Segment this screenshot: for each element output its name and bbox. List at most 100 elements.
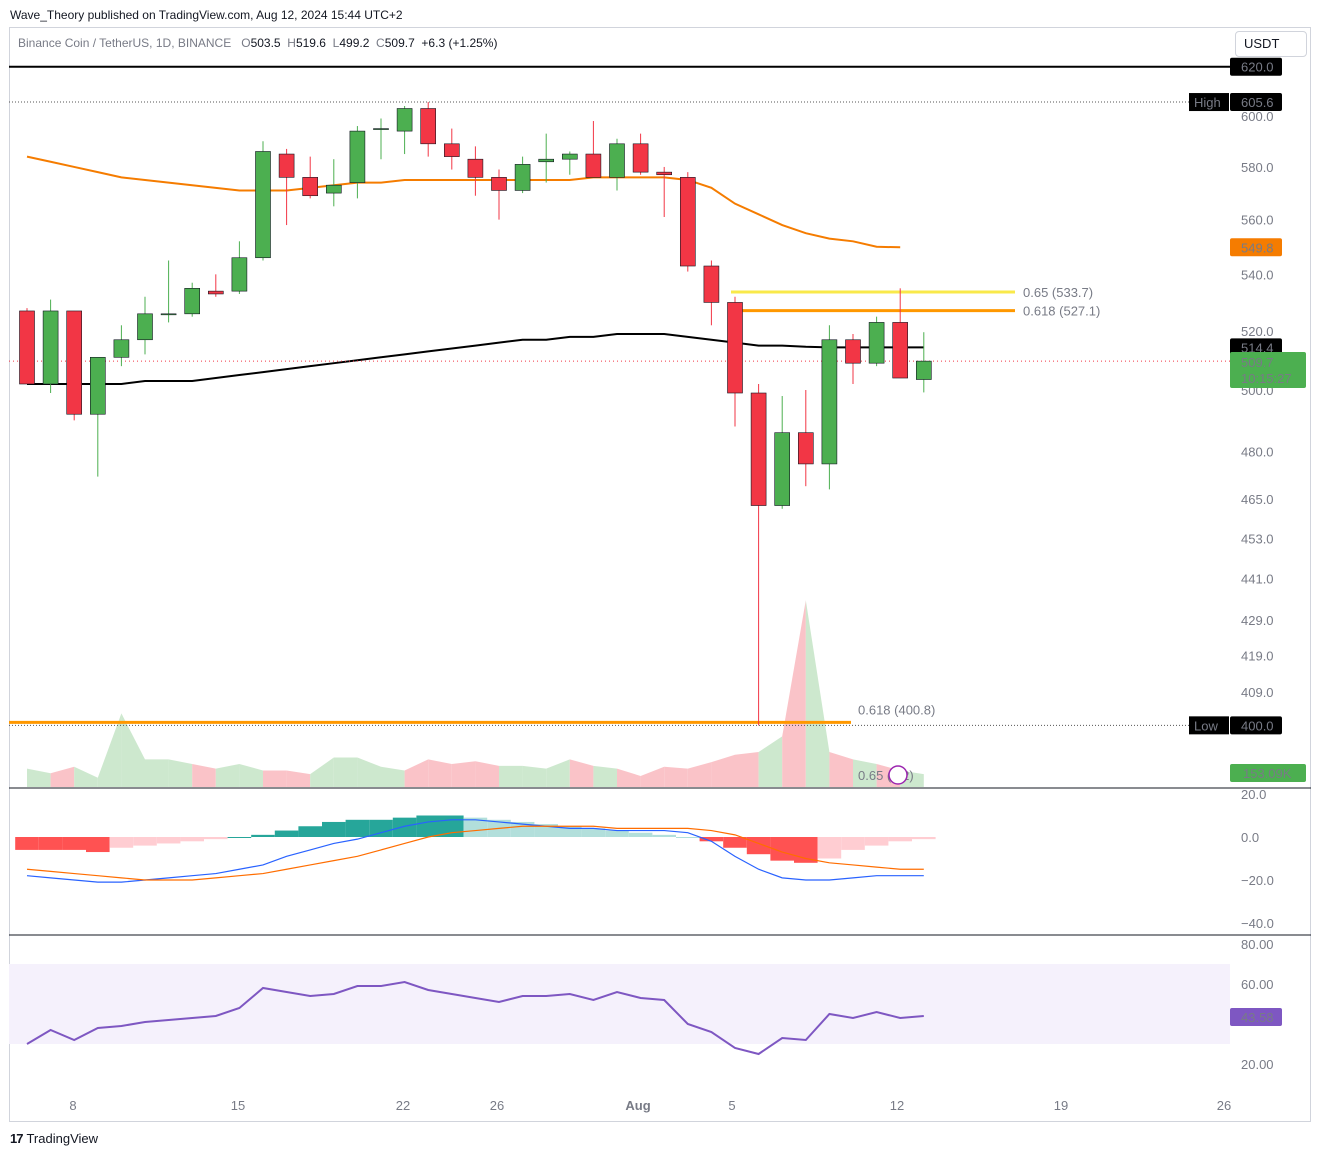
macd-histogram-bar [345,819,370,837]
volume-segment [50,766,75,787]
candle-body [160,313,177,316]
macd-histogram-bar [581,828,606,837]
candle-body [750,392,767,506]
currency-button[interactable]: USDT [1235,31,1307,57]
rsi-axis-tick: 60.00 [1241,977,1274,992]
macd-histogram-bar [699,837,724,842]
volume-segment [805,600,830,787]
price-axis-tick: 480.0 [1241,444,1274,459]
candle-body [609,143,625,178]
volume-segment [451,761,476,787]
macd-histogram-bar [841,837,865,850]
candle-body [467,158,484,178]
candle-body [491,177,507,191]
volume-segment [145,759,169,787]
candle-body [208,290,224,295]
macd-histogram-bar [652,834,676,837]
volume-segment [27,768,51,787]
volume-segment [735,752,759,787]
macd-histogram-bar [109,837,134,848]
candle-body [892,322,909,379]
close-value: 509.7 [384,36,415,50]
macd-histogram-bar [746,837,771,855]
fib-label: 0.65 (533.7) [1023,285,1093,300]
price-axis-tick: 441.0 [1241,572,1274,587]
volume-segment [522,765,547,787]
level-tag [1230,57,1282,76]
rsi-axis-tick: 20.00 [1241,1057,1274,1072]
brand-label[interactable]: TradingView [26,1131,99,1146]
candle-body [373,128,389,130]
candle-body [231,257,248,292]
price-axis-tick: 429.0 [1241,613,1274,628]
candle-body [278,153,295,178]
macd-histogram-bar [369,819,393,837]
rsi-line [26,980,924,1056]
price-axis-tick: 540.0 [1241,267,1274,282]
volume-tag: 153.09K [1243,766,1292,781]
macd-line [26,819,924,883]
price-axis-tick: 409.0 [1241,685,1274,700]
volume-segment [758,736,783,787]
candle-body [561,153,578,160]
ema-black-line [27,332,924,386]
time-axis-tick: 8 [69,1098,76,1113]
macd-histogram-bar [605,830,629,837]
candle-body [727,302,743,394]
ema-black-tag: 514.4 [1241,340,1274,355]
candle-body [349,130,366,183]
volume-segment [829,752,853,787]
macd-histogram-bar [298,826,322,837]
macd-axis-tick: 20.0 [1241,787,1266,802]
volume-segment [121,713,145,787]
rsi-axis-tick: 80.00 [1241,937,1274,952]
symbol-title[interactable]: Binance Coin / TetherUS, 1D, BINANCE [18,36,232,50]
volume-segment [569,759,594,787]
candle-body [679,177,696,267]
time-axis-tick: 26 [490,1098,504,1113]
volume-segment [853,759,877,787]
macd-axis-tick: −40.0 [1241,916,1274,931]
level-tag [1189,93,1229,112]
time-axis-tick: 26 [1217,1098,1231,1113]
level-tag [1189,716,1229,735]
candle-body [797,432,814,465]
symbol-legend: Binance Coin / TetherUS, 1D, BINANCE O50… [18,36,497,50]
time-axis-tick: 22 [396,1098,410,1113]
time-axis-tick: 19 [1054,1098,1068,1113]
candle-body [585,153,602,178]
candle-body [538,158,555,163]
macd-histogram-bar [628,832,653,837]
price-axis-tick: 560.0 [1241,213,1274,228]
price-axis-tick: 600.0 [1241,109,1274,124]
volume-tag-bg [1230,764,1306,782]
level-name: Low [1194,718,1218,733]
candle-body [915,360,932,380]
macd-histogram-bar [15,837,39,850]
macd-histogram-bar [133,837,157,846]
volume-segment [239,764,263,787]
signal-line [26,825,924,881]
candle-body [443,143,460,157]
candle-body [302,177,319,197]
candle-body [632,143,649,173]
close-label: C [376,36,385,50]
fib-label: 0.618 (400.8) [858,702,935,717]
ema-orange-tag-bg [1230,238,1282,257]
level-tag [1230,93,1282,112]
macd-histogram-bar [86,837,110,853]
last-price-tag-bg [1230,352,1306,388]
macd-histogram-bar [888,837,912,842]
level-label: 620.0 [1241,60,1274,75]
macd-histogram-bar [156,837,181,844]
volume-segment [499,765,523,787]
volume-segment [310,757,334,787]
macd-histogram-bar [864,837,889,846]
candle-body [19,310,35,385]
volume-segment [192,764,216,787]
candle-body [113,339,130,358]
chart-frame [9,27,1311,1122]
time-axis-tick: Aug [625,1098,650,1113]
volume-segment [168,759,193,787]
